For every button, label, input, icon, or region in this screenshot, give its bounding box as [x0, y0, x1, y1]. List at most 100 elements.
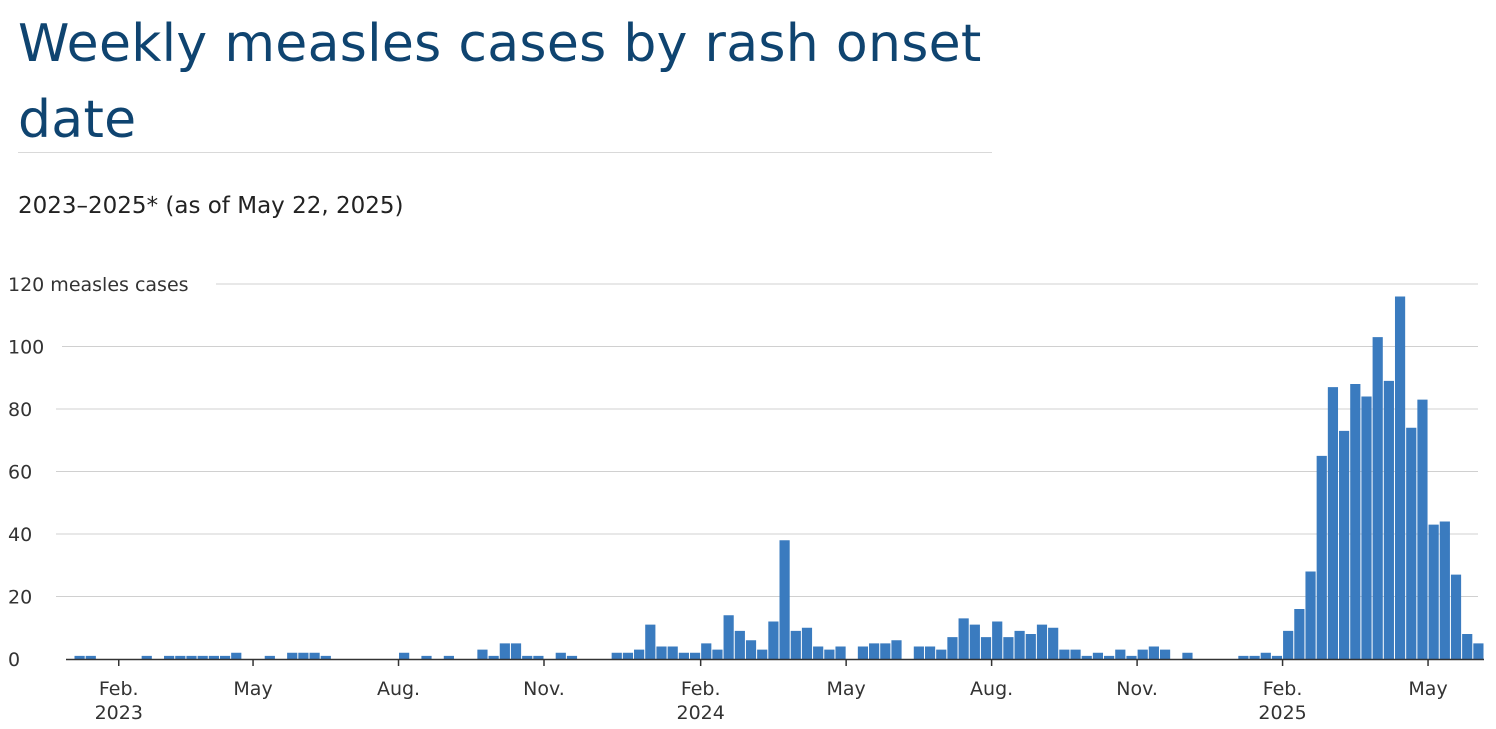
- bar-week-57: [712, 649, 723, 659]
- grid-lines: [56, 283, 1478, 597]
- bar-week-72: [880, 643, 891, 659]
- bar-week-62: [768, 621, 779, 659]
- bar-week-65: [801, 627, 813, 659]
- x-tick-label-9: May: [1408, 678, 1447, 700]
- bar-week-12: [208, 655, 219, 659]
- bar-week-58: [723, 615, 734, 659]
- bar-week-41: [533, 655, 544, 659]
- bar-week-38: [499, 643, 510, 659]
- bar-week-107: [1271, 655, 1283, 659]
- y-tick-label-0: 0: [8, 649, 20, 671]
- bar-week-11: [197, 655, 208, 659]
- bar-week-93: [1115, 649, 1126, 659]
- x-tick-label-2: Aug.: [377, 678, 420, 700]
- bar-week-76: [924, 646, 936, 659]
- bar-week-33: [443, 655, 454, 659]
- bar-week-118: [1394, 296, 1406, 659]
- y-tick-label-80: 80: [8, 399, 32, 421]
- bar-week-104: [1238, 655, 1249, 659]
- bar-week-85: [1025, 634, 1036, 659]
- bar-week-121: [1428, 524, 1439, 659]
- x-tick-year-4: 2024: [676, 702, 724, 724]
- bar-week-86: [1036, 624, 1048, 659]
- bar-week-70: [857, 646, 869, 659]
- bar-week-84: [1014, 630, 1025, 659]
- bar-week-10: [186, 655, 197, 659]
- x-tick-label-5: May: [827, 678, 866, 700]
- bar-week-92: [1104, 655, 1115, 659]
- bar-week-110: [1305, 571, 1316, 659]
- bar-week-51: [645, 624, 656, 659]
- bar-week-71: [869, 643, 880, 659]
- bar-week-90: [1081, 655, 1092, 659]
- bar-week-20: [298, 652, 309, 659]
- bar-week-43: [555, 652, 566, 659]
- bar-week-66: [813, 646, 824, 659]
- bar-week-119: [1406, 427, 1417, 659]
- bar-week-59: [734, 630, 745, 659]
- bar-week-0: [74, 655, 85, 659]
- bar-week-91: [1092, 652, 1104, 659]
- bar-week-117: [1383, 380, 1394, 659]
- bar-week-77: [936, 649, 947, 659]
- bar-week-17: [264, 655, 275, 659]
- bar-week-109: [1294, 609, 1305, 659]
- y-axis-ticks: 0 20 40 60 80 100 120 measles cases: [8, 274, 189, 671]
- bar-week-60: [745, 640, 757, 659]
- bar-week-19: [287, 652, 298, 659]
- y-tick-label-120: 120 measles cases: [8, 274, 189, 296]
- bars-group: [74, 296, 1484, 659]
- y-tick-label-40: 40: [8, 524, 32, 546]
- bar-week-1: [85, 655, 96, 659]
- bar-week-68: [835, 646, 846, 659]
- chart-title: Weekly measles cases by rash onset date: [18, 14, 982, 150]
- x-tick-year-8: 2025: [1258, 702, 1306, 724]
- bar-week-89: [1070, 649, 1081, 659]
- bar-week-97: [1159, 649, 1171, 659]
- x-tick-label-6: Aug.: [970, 678, 1013, 700]
- bar-week-123: [1450, 574, 1462, 659]
- bar-week-49: [622, 652, 634, 659]
- bar-week-48: [611, 652, 622, 659]
- bar-week-112: [1327, 387, 1339, 659]
- bar-week-114: [1350, 384, 1361, 659]
- bar-week-94: [1126, 655, 1137, 659]
- bar-week-9: [175, 655, 186, 659]
- bar-week-29: [399, 652, 410, 659]
- y-tick-label-20: 20: [8, 587, 32, 609]
- x-tick-label-7: Nov.: [1116, 678, 1158, 700]
- bar-week-64: [790, 630, 801, 659]
- x-tick-label-4: Feb.: [681, 678, 721, 700]
- bar-week-116: [1372, 337, 1383, 659]
- bar-week-81: [980, 637, 992, 659]
- bar-week-13: [219, 655, 231, 659]
- x-tick-label-8: Feb.: [1263, 678, 1303, 700]
- bar-week-96: [1148, 646, 1159, 659]
- bar-week-120: [1417, 399, 1428, 659]
- bar-week-37: [488, 655, 499, 659]
- chart-subtitle: 2023–2025* (as of May 22, 2025): [18, 193, 404, 219]
- bar-week-80: [969, 624, 980, 659]
- x-tick-label-3: Nov.: [523, 678, 565, 700]
- bar-week-6: [141, 655, 152, 659]
- bar-week-83: [1003, 637, 1014, 659]
- bar-week-22: [320, 655, 331, 659]
- title-divider: [18, 152, 992, 153]
- bar-week-78: [947, 637, 958, 659]
- bar-week-61: [757, 649, 768, 659]
- bar-week-14: [231, 652, 242, 659]
- x-tick-year-0: 2023: [95, 702, 143, 724]
- bar-week-82: [992, 621, 1003, 659]
- bar-week-63: [779, 540, 790, 659]
- bar-week-55: [689, 652, 701, 659]
- bar-week-99: [1182, 652, 1193, 659]
- bar-week-8: [164, 655, 175, 659]
- bar-week-122: [1439, 521, 1450, 659]
- bar-week-106: [1260, 652, 1271, 659]
- bar-week-67: [824, 649, 835, 659]
- bar-week-39: [510, 643, 522, 659]
- y-tick-label-100: 100: [8, 337, 44, 359]
- bar-week-44: [566, 655, 578, 659]
- bar-week-115: [1361, 396, 1372, 659]
